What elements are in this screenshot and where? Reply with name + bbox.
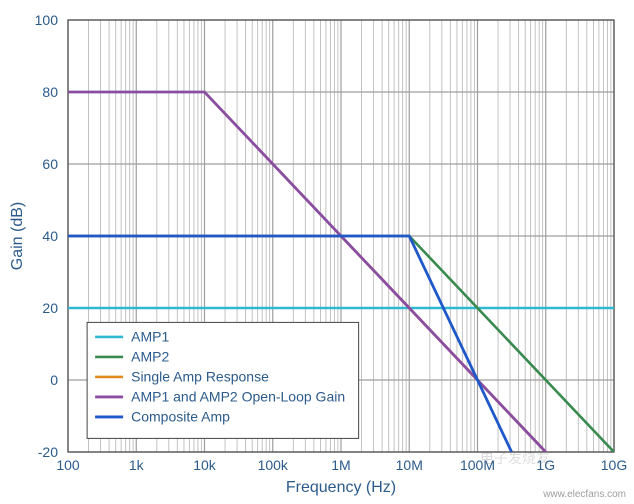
svg-text:10k: 10k: [193, 457, 217, 473]
svg-text:20: 20: [42, 300, 58, 316]
svg-text:1M: 1M: [331, 457, 350, 473]
bode-plot-chart: 100 1k 10k 100k 1M 10M 100M 1G 10G -20 0 20 40 60 80 10…: [0, 0, 634, 504]
svg-text:-20: -20: [38, 444, 58, 460]
svg-text:0: 0: [50, 372, 58, 388]
svg-text:80: 80: [42, 84, 58, 100]
svg-text:10M: 10M: [396, 457, 423, 473]
svg-text:100M: 100M: [460, 457, 495, 473]
svg-text:Composite Amp: Composite Amp: [131, 408, 230, 424]
svg-text:AMP1 and AMP2 Open-Loop Gain: AMP1 and AMP2 Open-Loop Gain: [131, 388, 345, 404]
svg-text:40: 40: [42, 228, 58, 244]
svg-text:100k: 100k: [258, 457, 289, 473]
svg-text:Frequency (Hz): Frequency (Hz): [286, 479, 396, 496]
svg-text:AMP1: AMP1: [131, 328, 169, 344]
svg-text:Gain (dB): Gain (dB): [9, 202, 26, 270]
svg-text:Single Amp Response: Single Amp Response: [131, 368, 269, 384]
svg-text:1k: 1k: [129, 457, 145, 473]
svg-text:10G: 10G: [601, 457, 627, 473]
svg-text:1G: 1G: [536, 457, 555, 473]
svg-text:100: 100: [56, 457, 80, 473]
svg-text:AMP2: AMP2: [131, 348, 169, 364]
svg-text:100: 100: [35, 12, 59, 28]
attribution-text: www.elecfans.com: [543, 489, 626, 500]
svg-text:60: 60: [42, 156, 58, 172]
